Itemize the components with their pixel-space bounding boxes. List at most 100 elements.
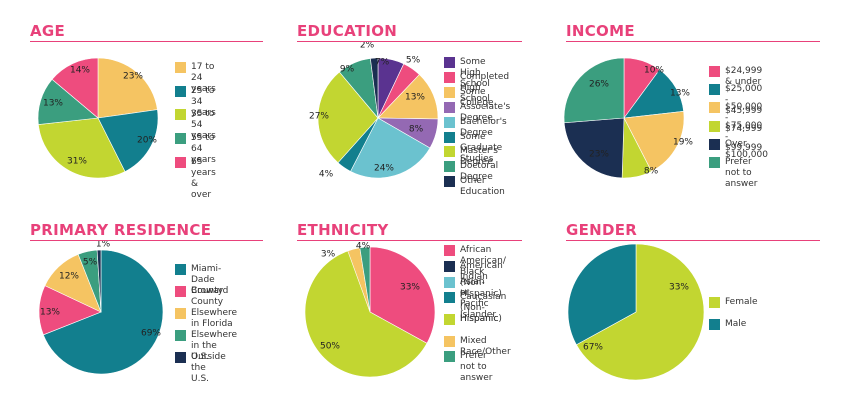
residence-label-3: 5% <box>83 258 98 268</box>
income-legend-item: Prefer not to answer <box>709 157 758 190</box>
age-label-1: 20% <box>137 136 157 146</box>
education-title: EDUCATION <box>297 22 398 40</box>
education-legend-swatch <box>444 71 455 83</box>
education-legend-swatch <box>444 161 455 173</box>
gender-label-0: 67% <box>583 343 603 353</box>
age-legend-item: 65 years & over <box>175 156 216 201</box>
income-legend-swatch <box>709 84 720 96</box>
ethnicity-legend-swatch <box>444 336 455 347</box>
age-label-4: 14% <box>70 66 90 76</box>
education-legend-label: Other Education <box>460 176 505 198</box>
ethnicity-legend-label: Prefer not to answer <box>460 351 493 383</box>
gender-title-rule <box>566 240 820 241</box>
residence-legend-item: Miami-Dade County <box>175 264 223 297</box>
residence-title: PRIMARY RESIDENCE <box>30 221 212 239</box>
gender-pie: 67% 33% <box>567 243 705 381</box>
education-legend-label: Associate's Degree <box>460 101 511 123</box>
residence-pie: 69% 13% 12% 5% 1% <box>38 240 164 375</box>
residence-legend-label: Elsewhere in the U.S. <box>191 330 238 362</box>
education-legend-item: Some College <box>444 86 494 109</box>
age-legend-label: 25 to 34 years <box>191 85 216 118</box>
education-legend-swatch <box>444 57 455 68</box>
gender-slice-0 <box>576 243 705 381</box>
income-legend-swatch <box>709 138 720 150</box>
ethnicity-legend-swatch <box>444 292 455 303</box>
ethnicity-slice-4 <box>304 246 428 378</box>
education-legend-item: Master's Degree <box>444 146 498 168</box>
income-label-2: 19% <box>673 138 693 148</box>
ethnicity-panel: ETHNICITY <box>297 221 567 411</box>
income-title: INCOME <box>566 22 635 40</box>
age-legend-item: 55 to 64 years <box>175 133 216 166</box>
ethnicity-legend-item: American Indian <box>444 261 503 283</box>
residence-legend-label: Broward County <box>191 286 229 307</box>
income-legend-label: $50,000 - $74,999 <box>725 102 763 135</box>
education-legend-label: Some College <box>460 86 494 108</box>
income-pie: 10% 13% 19% 8% 23% 26% <box>563 57 693 179</box>
income-slice-5 <box>563 57 625 124</box>
gender-legend-label: Female <box>725 297 758 307</box>
education-label-3: 8% <box>409 125 424 135</box>
gender-legend-label: Male <box>725 319 747 329</box>
income-legend-swatch <box>709 66 720 77</box>
ethnicity-legend-label: African American/ Black (Non-Hispanic) <box>460 245 506 299</box>
income-title-rule <box>566 41 820 42</box>
education-legend-label: Bachelor's Degree <box>460 116 507 138</box>
age-legend-swatch <box>175 133 186 145</box>
ethnicity-title-rule <box>297 240 522 241</box>
age-legend-label: 55 to 64 years <box>191 133 216 166</box>
age-legend-swatch <box>175 156 186 168</box>
age-pie: 23% 20% 31% 13% 14% <box>37 57 159 179</box>
residence-legend-label: Elsewhere in Florida <box>191 308 238 329</box>
education-legend-swatch <box>444 176 455 188</box>
education-legend-label: Completed High School <box>460 71 510 104</box>
age-title-rule <box>30 41 263 42</box>
residence-label-4: 1% <box>96 240 111 250</box>
age-slice-2 <box>38 117 126 179</box>
gender-legend-swatch <box>709 319 720 330</box>
income-legend-label: Over $100,000 <box>725 138 768 160</box>
ethnicity-legend-item: Asian or Pacific Islander <box>444 277 496 321</box>
residence-legend-item: Outside the U.S. <box>175 352 226 385</box>
ethnicity-pie: 33% 50% 3% 4% <box>304 242 436 378</box>
ethnicity-legend-swatch <box>444 261 455 272</box>
income-panel: INCOME <box>566 22 836 212</box>
education-slice-6 <box>317 71 379 164</box>
education-legend-item: Some High School <box>444 57 490 90</box>
income-slice-4 <box>563 117 625 179</box>
ethnicity-legend-swatch <box>444 314 455 325</box>
residence-legend-swatch <box>175 330 186 341</box>
residence-legend-label: Miami-Dade County <box>191 264 224 296</box>
income-label-0: 10% <box>644 66 664 76</box>
gender-legend-item: Male <box>709 319 746 330</box>
gender-title: GENDER <box>566 221 638 239</box>
education-legend-item: Some Graduate Studies <box>444 131 502 165</box>
residence-slice-4 <box>96 249 102 313</box>
education-label-6: 27% <box>309 112 329 122</box>
age-legend-item: 35 to 54 years <box>175 109 216 142</box>
education-label-7: 9% <box>340 65 355 75</box>
education-label-5: 4% <box>319 170 334 180</box>
age-slice-1 <box>97 109 159 172</box>
gender-legend-swatch <box>709 297 720 308</box>
education-legend-swatch <box>444 101 455 113</box>
education-legend-item: Completed High School <box>444 71 510 105</box>
age-legend-item: 25 to 34 years <box>175 85 216 119</box>
residence-legend-swatch <box>175 308 186 319</box>
education-legend-label: Master's Degree <box>460 146 498 168</box>
ethnicity-legend-item: Hispanic <box>444 314 498 325</box>
residence-panel: PRIMARY RESIDENCE <box>30 221 300 411</box>
ethnicity-legend-item: Prefer not to answer <box>444 351 493 384</box>
residence-legend-label: Outside the U.S. <box>191 352 226 384</box>
education-legend-swatch <box>444 86 455 98</box>
age-legend-label: 17 to 24 years <box>191 62 216 94</box>
education-legend-swatch <box>444 146 455 158</box>
age-label-3: 13% <box>43 99 63 109</box>
gender-legend-item: Female <box>709 297 758 308</box>
gender-slice-1 <box>567 243 637 346</box>
ethnicity-legend-swatch <box>444 277 455 288</box>
education-legend-label: Some High School <box>460 57 490 89</box>
ethnicity-label-4: 50% <box>320 342 340 352</box>
age-label-0: 23% <box>123 72 143 82</box>
